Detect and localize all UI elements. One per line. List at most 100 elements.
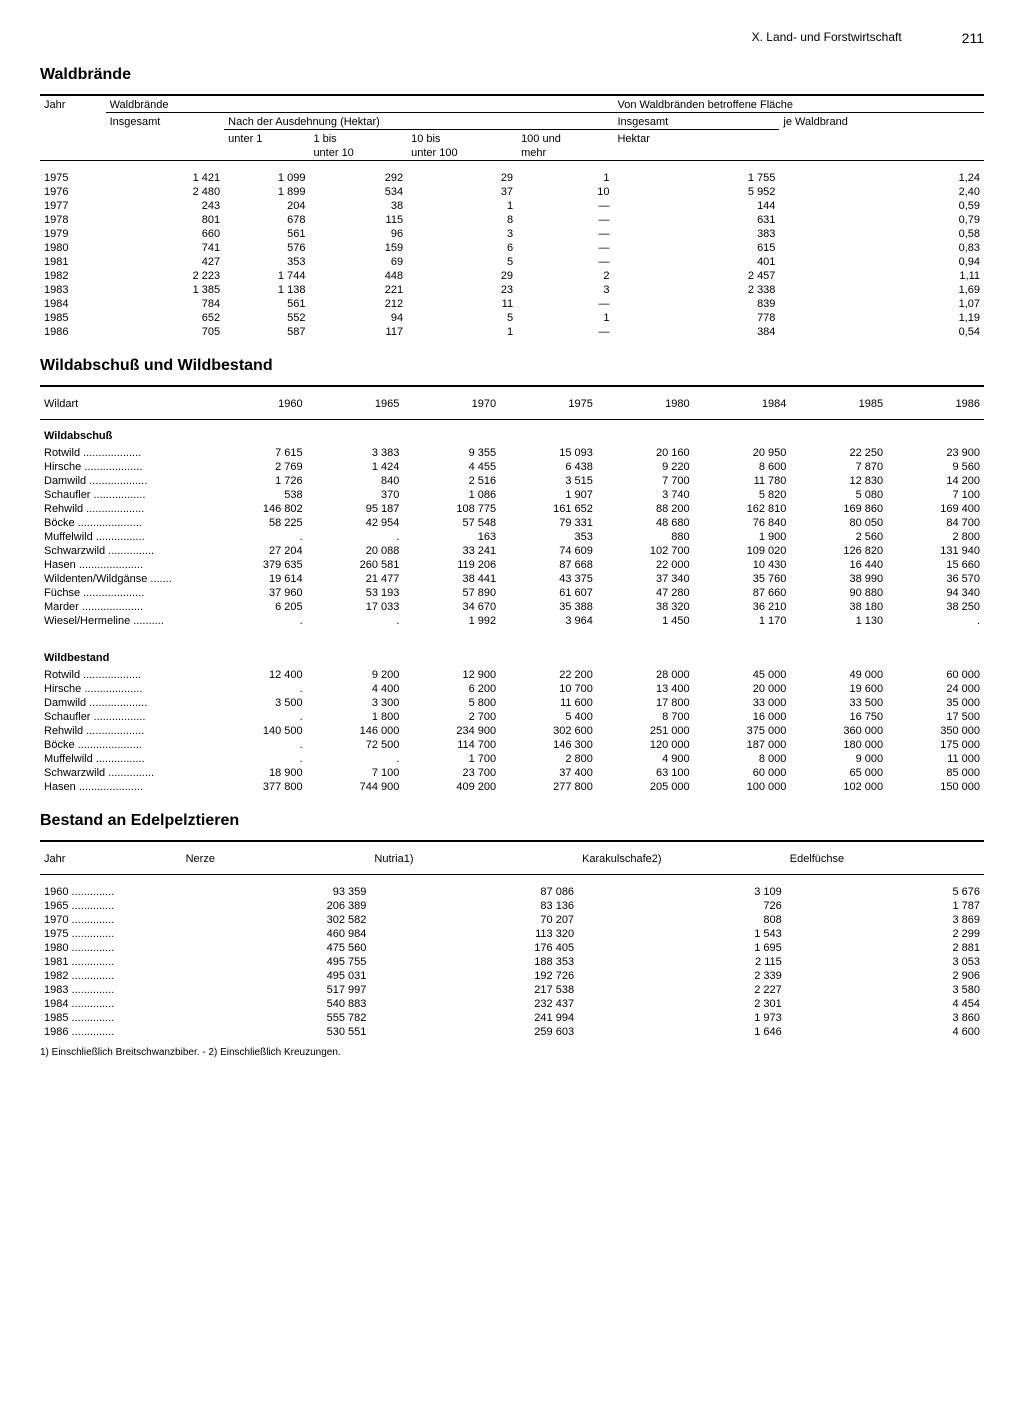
cell-year: 1981 ..............	[40, 955, 182, 969]
cell: 20 950	[694, 446, 791, 460]
cell: 10 700	[500, 682, 597, 696]
cell: 38 441	[403, 572, 500, 586]
cell: 49 000	[790, 668, 887, 682]
cell: 169 400	[887, 502, 984, 516]
table-row: Schwarzwild ...............27 20420 0883…	[40, 544, 984, 558]
cell: 87 668	[500, 558, 597, 572]
cell: 169 860	[790, 502, 887, 516]
cell: 217 538	[370, 983, 578, 997]
cell: 3 515	[500, 474, 597, 488]
table-row: Böcke ......................72 500114 70…	[40, 738, 984, 752]
cell: 1,07	[779, 297, 984, 311]
cell: 76 840	[694, 516, 791, 530]
cell: 48 680	[597, 516, 694, 530]
cell: 22 200	[500, 668, 597, 682]
cell: 1 543	[578, 927, 786, 941]
cell: 38	[309, 199, 407, 213]
cell-name: Rehwild ...................	[40, 724, 210, 738]
cell: 1	[517, 311, 613, 325]
cell: 1,19	[779, 311, 984, 325]
cell: 801	[106, 213, 225, 227]
cell: 87 086	[370, 885, 578, 899]
cell: 16 440	[790, 558, 887, 572]
table-row: 1979 660 561 96 3 — 383 0,58	[40, 227, 984, 241]
cell: 260 581	[307, 558, 404, 572]
col-insgesamt: Insgesamt	[106, 115, 225, 130]
cell: 17 800	[597, 696, 694, 710]
cell: 401	[613, 255, 779, 269]
cell: 552	[224, 311, 309, 325]
table-row: Schwarzwild ...............18 9007 10023…	[40, 766, 984, 780]
col-je: je Waldbrand	[779, 115, 984, 130]
cell: 427	[106, 255, 225, 269]
cell: 15 093	[500, 446, 597, 460]
cell: 14 200	[887, 474, 984, 488]
cell: 38 990	[790, 572, 887, 586]
cell: 1 899	[224, 185, 309, 199]
cell: .	[210, 710, 307, 724]
cell: 176 405	[370, 941, 578, 955]
cell: 353	[500, 530, 597, 544]
page-header: X. Land- und Forstwirtschaft 211	[40, 30, 984, 46]
cell: 277 800	[500, 780, 597, 794]
cell: 114 700	[403, 738, 500, 752]
cell: 12 900	[403, 668, 500, 682]
cell: 292	[309, 171, 407, 185]
cell: 460 984	[182, 927, 371, 941]
cell: 1 726	[210, 474, 307, 488]
table-row: Wiesel/Hermeline ............1 9923 9641…	[40, 614, 984, 628]
cell: 94 340	[887, 586, 984, 600]
cell: 2 480	[106, 185, 225, 199]
cell: 3 300	[307, 696, 404, 710]
table-row: 1984 ..............540 883232 4372 3014 …	[40, 997, 984, 1011]
cell: 1 421	[106, 171, 225, 185]
cell: 1,69	[779, 283, 984, 297]
cell: 36 570	[887, 572, 984, 586]
cell: 57 548	[403, 516, 500, 530]
cell: 23	[407, 283, 517, 297]
cell: 3	[517, 283, 613, 297]
cell: 5 400	[500, 710, 597, 724]
cell: 9 000	[790, 752, 887, 766]
cell: 0,79	[779, 213, 984, 227]
cell: 9 355	[403, 446, 500, 460]
cell: 102 700	[597, 544, 694, 558]
cell: 1 646	[578, 1025, 786, 1039]
cell: 102 000	[790, 780, 887, 794]
table-row: 1975 1 421 1 099 292 29 1 1 755 1,24	[40, 171, 984, 185]
col-u1: unter 1	[224, 132, 309, 146]
cell: 212	[309, 297, 407, 311]
cell: 9 560	[887, 460, 984, 474]
cell: 37 340	[597, 572, 694, 586]
page-number: 211	[962, 30, 984, 46]
cell-name: Muffelwild ................	[40, 752, 210, 766]
cell-name: Hasen .....................	[40, 780, 210, 794]
cell: 7 700	[597, 474, 694, 488]
cell: 144	[613, 199, 779, 213]
cell: 3 383	[307, 446, 404, 460]
cell: 555 782	[182, 1011, 371, 1025]
cell: 69	[309, 255, 407, 269]
cell: 22 250	[790, 446, 887, 460]
cell-name: Füchse ....................	[40, 586, 210, 600]
cell-name: Schwarzwild ...............	[40, 766, 210, 780]
cell: 360 000	[790, 724, 887, 738]
cell: 146 300	[500, 738, 597, 752]
cell: 109 020	[694, 544, 791, 558]
cell: 3 500	[210, 696, 307, 710]
cell: 131 940	[887, 544, 984, 558]
cell: 17 033	[307, 600, 404, 614]
cell: 678	[224, 213, 309, 227]
cell: 80 050	[790, 516, 887, 530]
col-u10a: 1 bis	[309, 132, 407, 146]
cell: 1 099	[224, 171, 309, 185]
cell: 35 388	[500, 600, 597, 614]
col-jahr: Jahr	[40, 98, 106, 113]
cell: 3 053	[786, 955, 984, 969]
cell: 2 800	[500, 752, 597, 766]
table-row: 1981 ..............495 755188 3532 1153 …	[40, 955, 984, 969]
table-row: 1982 ..............495 031192 7262 3392 …	[40, 969, 984, 983]
cell: 3 869	[786, 913, 984, 927]
cell: 251 000	[597, 724, 694, 738]
cell: 23 700	[403, 766, 500, 780]
